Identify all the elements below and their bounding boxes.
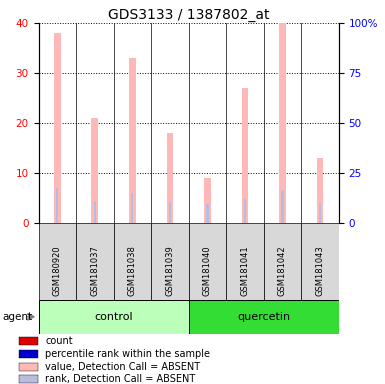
Bar — [241, 88, 248, 223]
Bar — [38, 300, 189, 334]
Bar — [189, 300, 339, 334]
Bar — [279, 23, 286, 223]
Bar — [129, 58, 136, 223]
Bar — [169, 202, 171, 223]
Text: rank, Detection Call = ABSENT: rank, Detection Call = ABSENT — [45, 374, 196, 384]
Bar — [206, 204, 209, 223]
Bar — [151, 223, 189, 300]
Text: GSM181039: GSM181039 — [166, 245, 174, 296]
Text: GSM181040: GSM181040 — [203, 245, 212, 296]
Text: count: count — [45, 336, 73, 346]
Bar — [189, 223, 226, 300]
Text: GSM181043: GSM181043 — [316, 245, 325, 296]
Text: GSM180920: GSM180920 — [53, 245, 62, 296]
Bar — [19, 375, 38, 383]
Bar — [131, 193, 134, 223]
Bar — [19, 363, 38, 371]
Bar — [204, 178, 211, 223]
Bar — [54, 33, 61, 223]
Text: GSM181037: GSM181037 — [90, 245, 99, 296]
Bar — [91, 118, 98, 223]
Bar — [226, 223, 264, 300]
Text: agent: agent — [2, 312, 32, 322]
Text: GSM181041: GSM181041 — [241, 245, 249, 296]
Text: GSM181038: GSM181038 — [128, 245, 137, 296]
Bar — [19, 337, 38, 345]
Text: control: control — [94, 312, 133, 322]
Bar — [38, 223, 76, 300]
Bar — [114, 223, 151, 300]
Bar — [19, 350, 38, 358]
Bar — [76, 223, 114, 300]
Title: GDS3133 / 1387802_at: GDS3133 / 1387802_at — [108, 8, 270, 22]
Text: GSM181042: GSM181042 — [278, 245, 287, 296]
Bar — [56, 188, 59, 223]
Text: percentile rank within the sample: percentile rank within the sample — [45, 349, 211, 359]
Bar — [316, 158, 323, 223]
Text: value, Detection Call = ABSENT: value, Detection Call = ABSENT — [45, 362, 201, 372]
Bar — [301, 223, 339, 300]
Bar — [319, 203, 321, 223]
Text: quercetin: quercetin — [237, 312, 290, 322]
Bar — [264, 223, 301, 300]
Bar — [94, 201, 96, 223]
Bar — [281, 190, 284, 223]
Bar — [244, 199, 246, 223]
Bar — [166, 133, 173, 223]
